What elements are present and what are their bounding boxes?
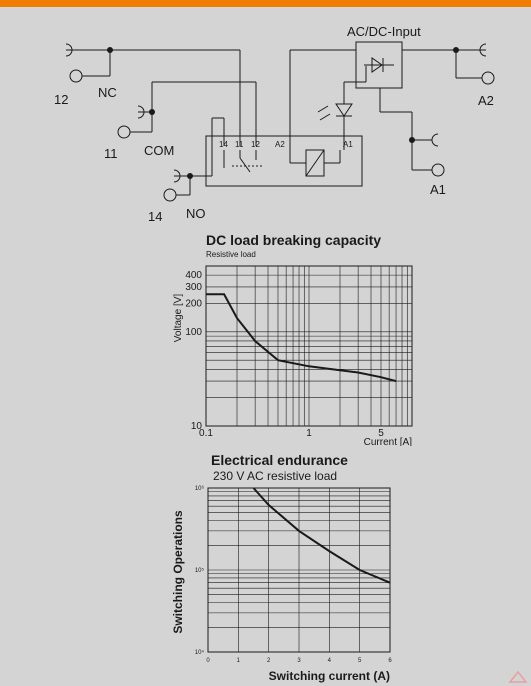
switch-blade [239,157,251,173]
terminal-circle-12 [69,69,83,83]
relay-pin-14: 14 [219,140,228,149]
chart2-title: Electrical endurance [211,452,348,468]
terminal-label-a1: A1 [430,182,446,197]
terminal-circle-a2 [481,71,495,85]
chart1-ytick-label: 400 [185,270,202,281]
chart1-xtick-label: 5 [378,428,384,439]
coil-pin-a2: A2 [275,140,285,149]
rectifier-box [355,41,403,89]
relay-module-box [205,135,363,187]
chart1-ytick-label: 10 [191,421,203,432]
chart2-xtick-label: 2 [267,658,271,664]
terminal-label-11: 11 [104,146,118,161]
terminal-label-no: NO [186,206,206,221]
chart2-xlabel: Switching current (A) [269,669,390,683]
chart2-xtick-label: 4 [328,658,332,664]
coil-pin-a1: A1 [343,140,353,149]
terminal-label-com: COM [144,143,174,158]
chart1-ylabel: Voltage [V] [173,294,184,343]
terminal-label-12: 12 [54,92,68,107]
endurance-chart: Electrical endurance 230 V AC resistive … [171,452,392,683]
chart1-ytick-label: 300 [185,282,202,293]
terminal-label-14: 14 [148,209,162,224]
chart2-ytick-label: 10⁶ [195,485,205,492]
chart2-xtick-label: 6 [388,658,392,664]
terminal-label-nc: NC [98,85,117,100]
chart2-ytick-label: 10⁴ [195,649,205,656]
chart1-series-line [206,293,397,383]
chart2-xtick-label: 5 [358,658,362,664]
input-label: AC/DC-Input [347,24,421,39]
chart2-series-line [252,487,391,584]
dc-breaking-chart: DC load breaking capacity Resistive load… [173,232,413,446]
terminal-circle-14 [163,188,177,202]
chart1-xlabel: Current [A] [364,437,413,446]
chart2-xtick-label: 3 [297,658,301,664]
chart1-subtitle: Resistive load [206,250,256,259]
chart2-xtick-label: 1 [237,658,241,664]
terminal-circle-11 [117,125,131,139]
chart1-ytick-label: 100 [185,327,202,338]
chart1-title: DC load breaking capacity [206,232,381,248]
chart1-xtick-label: 0.1 [199,428,213,439]
wiring-diagram: 12 NC 11 COM 14 NO 14 11 12 A2 A1 [54,24,495,224]
terminal-circle-a1 [431,163,445,177]
corner-logo-mark [508,670,528,683]
terminal-arc-a1 [431,133,439,147]
led-diode [335,103,353,117]
chart2-ylabel: Switching Operations [171,510,185,634]
chart2-ytick-label: 10⁵ [195,567,205,574]
chart1-xtick-label: 1 [306,428,312,439]
orange-header-bar [0,0,531,7]
terminal-label-a2: A2 [478,93,494,108]
relay-pin-12: 12 [251,140,260,149]
chart1-ytick-label: 200 [185,298,202,309]
chart2-xtick-label: 0 [206,658,210,664]
chart2-subtitle: 230 V AC resistive load [213,469,337,483]
relay-pin-11: 11 [235,140,244,149]
